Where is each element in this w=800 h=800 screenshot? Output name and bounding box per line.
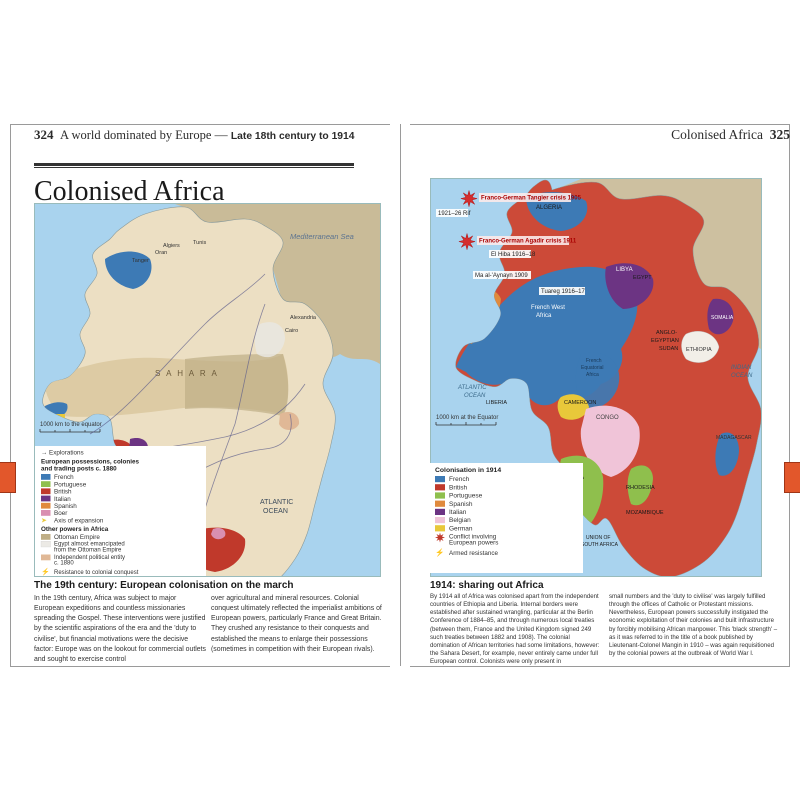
- svg-text:1000 km at the Equator: 1000 km at the Equator: [436, 415, 498, 421]
- svg-text:ANGLO-: ANGLO-: [656, 330, 677, 336]
- svg-text:OCEAN: OCEAN: [263, 508, 288, 515]
- svg-text:Axis of expansion: Axis of expansion: [54, 518, 104, 525]
- svg-text:1000 km to the equator: 1000 km to the equator: [40, 422, 102, 428]
- svg-text:Cairo: Cairo: [285, 328, 298, 334]
- svg-text:MOZAMBIQUE: MOZAMBIQUE: [626, 510, 664, 516]
- svg-text:from the Ottoman Empire: from the Ottoman Empire: [54, 547, 122, 553]
- svg-text:Belgian: Belgian: [449, 517, 471, 524]
- svg-text:SOMALIA: SOMALIA: [711, 315, 734, 321]
- svg-text:OCEAN: OCEAN: [731, 373, 753, 379]
- svg-text:Tanger: Tanger: [132, 258, 149, 264]
- svg-text:Equatorial: Equatorial: [581, 365, 604, 371]
- svg-text:INDIAN: INDIAN: [731, 365, 752, 371]
- svg-text:⚡: ⚡: [435, 548, 444, 557]
- svg-text:French: French: [586, 358, 602, 364]
- svg-text:French West: French West: [531, 305, 565, 311]
- svg-text:Franco-German Agadir crisis 19: Franco-German Agadir crisis 1911: [479, 239, 577, 245]
- svg-text:OCEAN: OCEAN: [464, 393, 486, 399]
- svg-text:Alexandria: Alexandria: [290, 315, 317, 321]
- svg-text:El Hiba 1916–18: El Hiba 1916–18: [491, 252, 536, 258]
- svg-text:Portuguese: Portuguese: [54, 481, 87, 488]
- svg-text:CAMEROON: CAMEROON: [564, 400, 596, 406]
- svg-text:ALGERIA: ALGERIA: [536, 205, 562, 211]
- svg-text:S A H A R A: S A H A R A: [155, 369, 219, 378]
- svg-text:Africa: Africa: [586, 372, 599, 378]
- svg-text:UNION OF: UNION OF: [586, 535, 610, 541]
- svg-text:and trading posts c. 1880: and trading posts c. 1880: [41, 466, 117, 473]
- svg-text:c. 1880: c. 1880: [54, 561, 74, 567]
- svg-text:CONGO: CONGO: [596, 415, 619, 421]
- svg-text:Oran: Oran: [155, 250, 167, 256]
- svg-text:Tunis: Tunis: [193, 240, 206, 246]
- svg-text:SOUTH AFRICA: SOUTH AFRICA: [581, 542, 619, 548]
- svg-text:Other powers in Africa: Other powers in Africa: [41, 526, 109, 533]
- svg-text:Colonisation in 1914: Colonisation in 1914: [435, 467, 501, 474]
- svg-text:LIBYA: LIBYA: [616, 267, 633, 273]
- svg-text:Resistance to colonial conques: Resistance to colonial conquest: [54, 570, 139, 576]
- svg-text:Italian: Italian: [54, 496, 71, 503]
- svg-text:Africa: Africa: [536, 313, 552, 319]
- svg-text:ETHIOPIA: ETHIOPIA: [686, 347, 712, 353]
- svg-text:European powers: European powers: [449, 540, 498, 547]
- svg-text:British: British: [54, 489, 72, 496]
- svg-text:British: British: [449, 484, 467, 491]
- svg-text:MADAGASCAR: MADAGASCAR: [716, 435, 752, 441]
- svg-text:1921–26 Rif: 1921–26 Rif: [438, 211, 471, 217]
- svg-text:Portuguese: Portuguese: [449, 493, 483, 500]
- svg-text:Mediterranean Sea: Mediterranean Sea: [290, 232, 354, 241]
- svg-text:German: German: [449, 525, 473, 532]
- svg-text:Spanish: Spanish: [54, 503, 77, 510]
- svg-text:Armed resistance: Armed resistance: [449, 550, 498, 557]
- svg-text:Spanish: Spanish: [449, 501, 473, 508]
- svg-text:Ottoman Empire: Ottoman Empire: [54, 534, 100, 541]
- svg-text:LIBERIA: LIBERIA: [486, 400, 507, 406]
- svg-text:RHODESIA: RHODESIA: [626, 485, 655, 491]
- svg-text:➤: ➤: [41, 518, 47, 525]
- svg-text:Boer: Boer: [54, 510, 67, 517]
- svg-text:Franco-German Tangier crisis 1: Franco-German Tangier crisis 1905: [481, 196, 582, 202]
- svg-text:Ma al-'Aynayn 1909: Ma al-'Aynayn 1909: [475, 273, 528, 279]
- svg-text:European possessions, colonies: European possessions, colonies: [41, 459, 139, 466]
- svg-text:Italian: Italian: [449, 509, 467, 516]
- svg-text:Tuareg 1916–17: Tuareg 1916–17: [541, 289, 585, 295]
- svg-text:EGYPTIAN: EGYPTIAN: [651, 338, 679, 344]
- svg-text:Algiers: Algiers: [163, 243, 180, 249]
- svg-text:French: French: [54, 474, 74, 481]
- svg-text:⚡: ⚡: [41, 567, 50, 576]
- svg-text:SUDAN: SUDAN: [659, 346, 678, 352]
- svg-text:→ Explorations: → Explorations: [41, 450, 84, 457]
- svg-text:EGYPT: EGYPT: [633, 275, 652, 281]
- svg-text:ATLANTIC: ATLANTIC: [457, 385, 487, 391]
- svg-text:ATLANTIC: ATLANTIC: [260, 499, 293, 506]
- svg-text:French: French: [449, 476, 470, 483]
